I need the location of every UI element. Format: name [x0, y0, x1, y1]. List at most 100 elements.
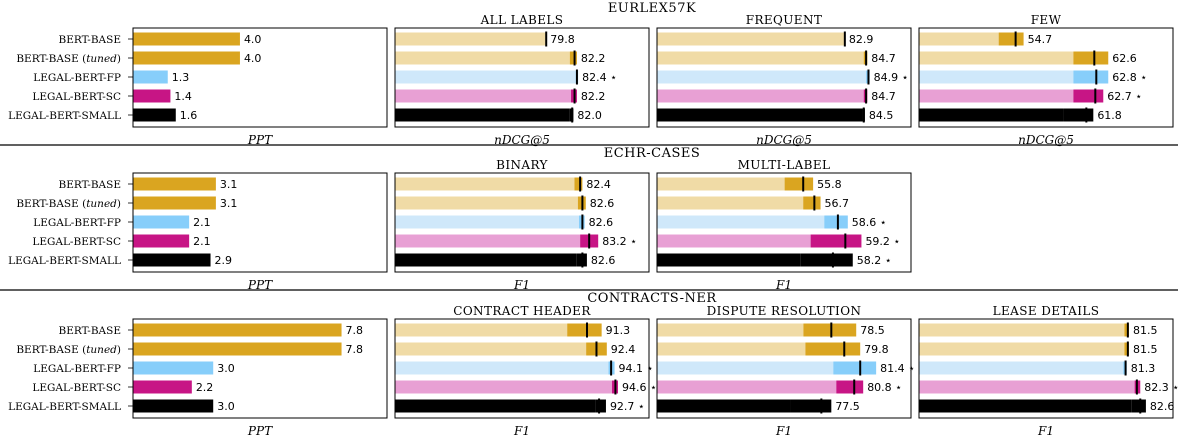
value-label: 80.8 ⋆: [867, 381, 902, 394]
value-label: 2.1: [193, 216, 211, 229]
bar: [133, 253, 211, 267]
bar: [133, 323, 342, 337]
bar: [919, 361, 1124, 375]
value-label: 59.2 ⋆: [865, 235, 900, 248]
value-label: 4.0: [244, 33, 262, 46]
bar: [395, 380, 612, 394]
range-bar: [810, 234, 862, 248]
bar: [395, 196, 578, 210]
bar: [919, 108, 1064, 122]
panel-title: DISPUTE RESOLUTION: [707, 304, 862, 318]
value-label: 62.8 ⋆: [1112, 71, 1147, 84]
section-title-echr: ECHR-CASES: [604, 146, 701, 161]
value-label: 58.6 ⋆: [852, 216, 887, 229]
range-bar: [1063, 108, 1094, 122]
bar: [395, 215, 580, 229]
panel-frame: [132, 27, 388, 128]
panel-title: MULTI-LABEL: [738, 158, 831, 172]
bar: [133, 51, 240, 65]
bar: [133, 108, 176, 122]
x-axis-label: nDCG@5: [756, 133, 812, 147]
value-label: 55.8: [817, 178, 842, 191]
bar: [657, 253, 801, 267]
range-bar: [1073, 89, 1104, 103]
bar: [133, 70, 168, 84]
value-label: 82.6: [589, 216, 614, 229]
range-bar: [836, 380, 864, 394]
bar: [395, 89, 572, 103]
value-label: 91.3: [606, 324, 631, 337]
bar: [133, 361, 214, 375]
model-label-base: BERT-BASE: [59, 179, 121, 191]
bar: [133, 234, 190, 248]
bar: [395, 32, 547, 46]
panel-frame: [656, 172, 912, 273]
value-label: 92.7 ⋆: [610, 400, 645, 413]
bar: [657, 108, 863, 122]
range-bar: [569, 51, 577, 65]
panel-frame: [656, 318, 912, 419]
x-axis-label: PPT: [247, 133, 273, 147]
panel-title: LEASE DETAILS: [993, 304, 1100, 318]
model-label-tuned: BERT-BASE (tuned): [16, 344, 121, 356]
value-label: 1.6: [180, 109, 198, 122]
bar: [133, 215, 190, 229]
value-label: 79.8: [550, 33, 575, 46]
value-label: 84.7: [871, 90, 896, 103]
value-label: 84.5: [869, 109, 894, 122]
value-label: 82.6: [591, 254, 616, 267]
bar: [657, 399, 791, 413]
value-label: 82.3 ⋆: [1144, 381, 1178, 394]
panel-frame: [918, 318, 1174, 419]
bar: [133, 399, 214, 413]
bar: [657, 70, 867, 84]
bar: [919, 399, 1132, 413]
model-label-sc: LEGAL-BERT-SC: [32, 91, 121, 103]
bar: [657, 32, 845, 46]
bar: [395, 234, 581, 248]
range-bar: [1073, 70, 1109, 84]
value-label: 7.8: [346, 343, 364, 356]
panel-echr-binary: BINARY 82.4 82.6 82.6 83.2 ⋆ 82.6 F1: [394, 158, 650, 292]
value-label: 61.8: [1097, 109, 1122, 122]
value-label: 2.1: [193, 235, 211, 248]
value-label: 94.6 ⋆: [622, 381, 657, 394]
bar: [395, 361, 609, 375]
value-label: 81.5: [1133, 324, 1158, 337]
value-label: 94.1 ⋆: [619, 362, 654, 375]
x-axis-label: nDCG@5: [1018, 133, 1074, 147]
panel-frame: [918, 27, 1174, 128]
value-label: 82.2: [581, 52, 606, 65]
bar: [919, 51, 1074, 65]
bar: [395, 108, 570, 122]
model-label-tuned: BERT-BASE (tuned): [16, 198, 121, 210]
value-label: 84.9 ⋆: [874, 71, 909, 84]
bar: [133, 342, 342, 356]
panel-contracts-ppt: 7.8 7.8 3.02.23.0 PPT: [132, 318, 388, 435]
x-axis-label: F1: [513, 278, 530, 292]
bar: [133, 32, 240, 46]
model-label-tuned: BERT-BASE (tuned): [16, 53, 121, 65]
value-label: 56.7: [825, 197, 850, 210]
x-axis-label: F1: [775, 424, 792, 435]
bar: [133, 380, 192, 394]
value-label: 81.4 ⋆: [880, 362, 915, 375]
bar: [395, 70, 576, 84]
x-axis-label: nDCG@5: [494, 133, 550, 147]
bar: [919, 342, 1125, 356]
model-label-sc: LEGAL-BERT-SC: [32, 236, 121, 248]
model-label-small: LEGAL-BERT-SMALL: [8, 255, 121, 267]
value-label: 3.1: [220, 178, 238, 191]
range-bar: [1073, 51, 1109, 65]
x-axis-label: PPT: [247, 424, 273, 435]
bar: [919, 70, 1074, 84]
section-title-contracts: CONTRACTS-NER: [587, 291, 717, 306]
panel-title: ALL LABELS: [480, 13, 564, 27]
panel-title: BINARY: [496, 158, 548, 172]
bar: [657, 51, 864, 65]
value-label: 82.4: [586, 178, 611, 191]
bar: [395, 177, 575, 191]
value-label: 82.6 ⋆: [1150, 400, 1178, 413]
value-label: 82.4 ⋆: [582, 71, 617, 84]
